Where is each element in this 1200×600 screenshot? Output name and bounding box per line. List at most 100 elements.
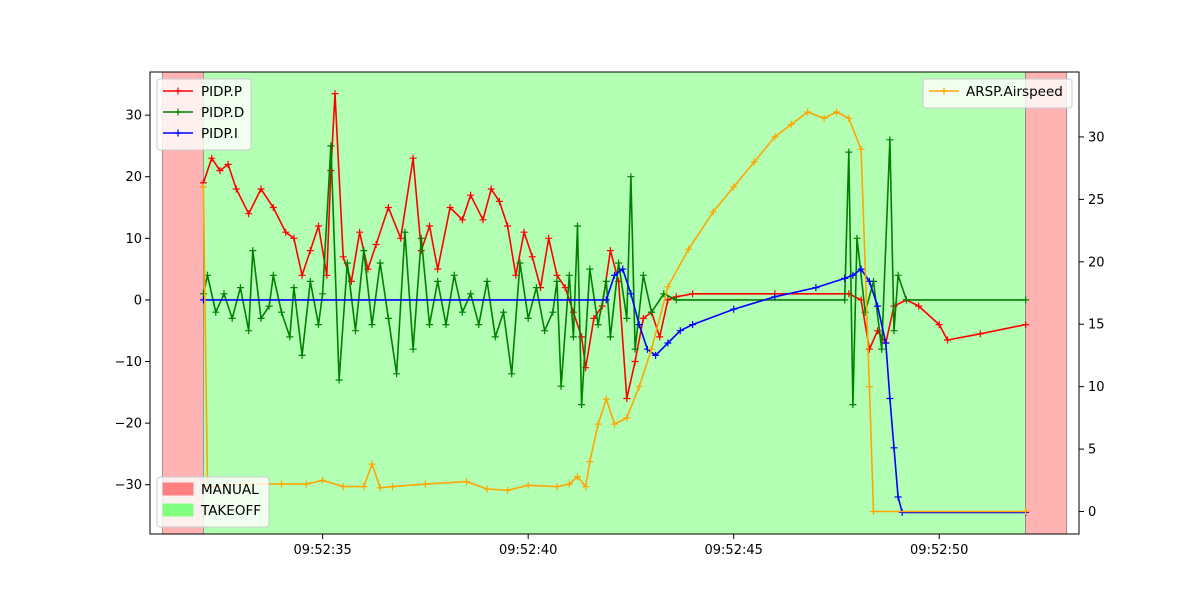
- data-point-arsp-airspeed: [611, 420, 618, 428]
- data-point-arsp-airspeed: [302, 480, 310, 488]
- data-point-pidp-i: [689, 321, 697, 329]
- data-point-pidp-d: [220, 290, 228, 298]
- data-point-pidp-d: [434, 277, 442, 285]
- data-point-pidp-i: [841, 274, 849, 282]
- data-point-pidp-d: [565, 271, 573, 279]
- data-point-arsp-airspeed: [582, 483, 590, 491]
- data-point-pidp-d: [639, 271, 647, 279]
- data-point-pidp-i: [812, 284, 820, 292]
- data-point-pidp-d: [557, 382, 565, 390]
- data-point-pidp-i: [894, 493, 902, 501]
- data-point-pidp-d: [606, 333, 614, 341]
- data-point-arsp-airspeed: [833, 108, 840, 116]
- legend-label: TAKEOFF: [200, 503, 261, 519]
- data-point-pidp-i: [627, 290, 635, 298]
- legend-patch: [162, 482, 194, 496]
- data-point-pidp-i: [865, 277, 873, 285]
- data-point-arsp-airspeed: [278, 480, 285, 488]
- data-point-pidp-d: [623, 314, 631, 322]
- legend-marker: [174, 108, 182, 116]
- y-right-tick-label: 10: [1088, 380, 1105, 395]
- data-point-pidp-p: [545, 234, 553, 242]
- data-point-arsp-airspeed: [771, 133, 779, 141]
- legend-marker: [174, 129, 182, 137]
- data-point-pidp-p: [257, 185, 265, 193]
- y-right-tick-label: 30: [1088, 130, 1105, 145]
- data-point-pidp-p: [639, 314, 647, 322]
- data-point-pidp-d: [594, 321, 602, 329]
- data-point-arsp-airspeed: [730, 183, 738, 191]
- data-point-pidp-d: [368, 321, 376, 329]
- data-point-arsp-airspeed: [368, 460, 376, 468]
- legend-marker: [174, 87, 182, 95]
- legend-label: PIDP.I: [201, 126, 238, 142]
- data-point-pidp-d: [553, 277, 561, 285]
- data-point-pidp-p: [623, 395, 631, 402]
- legend-label: MANUAL: [201, 482, 259, 498]
- data-point-arsp-airspeed: [319, 476, 327, 484]
- data-point-pidp-p: [409, 154, 417, 162]
- data-point-pidp-p: [306, 247, 314, 255]
- data-point-pidp-d: [360, 247, 368, 255]
- data-point-pidp-i: [898, 508, 906, 516]
- data-point-pidp-d: [648, 308, 655, 316]
- data-point-pidp-p: [561, 284, 569, 292]
- data-point-pidp-d: [524, 314, 532, 322]
- data-point-pidp-d: [290, 284, 298, 292]
- data-point-pidp-p: [384, 204, 392, 211]
- data-point-pidp-d: [467, 290, 475, 298]
- data-point-pidp-p: [323, 271, 331, 279]
- data-point-pidp-d: [549, 308, 557, 316]
- data-point-arsp-airspeed: [574, 473, 581, 481]
- data-point-arsp-airspeed: [594, 420, 602, 428]
- data-point-pidp-p: [290, 234, 298, 242]
- y-left-tick-label: −20: [115, 417, 142, 432]
- data-point-pidp-d: [602, 277, 610, 285]
- data-point-pidp-d: [627, 173, 635, 181]
- y-left-tick-label: 0: [134, 293, 142, 308]
- data-point-pidp-i: [890, 444, 898, 452]
- data-point-pidp-i: [882, 339, 890, 347]
- data-point-arsp-airspeed: [857, 145, 865, 153]
- data-point-pidp-d: [384, 314, 392, 322]
- data-point-arsp-airspeed: [623, 414, 631, 422]
- data-point-pidp-d: [228, 314, 236, 322]
- data-point-pidp-d: [853, 234, 861, 242]
- data-point-pidp-d: [286, 333, 294, 341]
- data-point-pidp-p: [512, 271, 520, 279]
- x-tick-label: 09:52:45: [705, 543, 763, 558]
- data-point-pidp-p: [208, 154, 216, 162]
- data-point-pidp-p: [553, 271, 561, 279]
- data-point-pidp-d: [245, 327, 253, 335]
- data-point-pidp-d: [849, 401, 857, 409]
- data-point-pidp-d: [615, 259, 623, 267]
- data-point-pidp-p: [458, 216, 466, 224]
- legend-label: PIDP.D: [201, 105, 244, 121]
- data-point-pidp-i: [874, 302, 882, 310]
- data-point-pidp-d: [409, 345, 417, 353]
- y-axis-right: 0 5 10 15 20 25 30: [1079, 130, 1105, 520]
- data-point-pidp-d: [1022, 296, 1030, 304]
- data-point-pidp-d: [878, 345, 886, 353]
- legend-box-airspeed: [922, 78, 1073, 109]
- legend-label: ARSP.Airspeed: [966, 84, 1063, 100]
- data-point-pidp-d: [458, 308, 466, 316]
- data-point-arsp-airspeed: [339, 483, 347, 491]
- data-point-pidp-i: [886, 395, 894, 402]
- data-point-arsp-airspeed: [602, 395, 610, 403]
- data-point-pidp-d: [278, 308, 285, 316]
- data-point-pidp-i: [619, 265, 627, 273]
- y-right-tick-label: 5: [1088, 443, 1096, 458]
- data-point-pidp-d: [393, 370, 401, 378]
- legends: PIDP.P PIDP.D PIDP.I ARSP.Airspeed MANUAL TAK…: [156, 78, 1073, 528]
- series-line-pidp-d: [202, 139, 1026, 405]
- data-point-pidp-d: [335, 376, 343, 384]
- plot-frame: [149, 71, 1080, 535]
- data-point-pidp-p: [467, 191, 475, 199]
- y-left-tick-label: 10: [125, 232, 142, 247]
- data-point-pidp-d: [586, 265, 594, 273]
- data-point-pidp-i: [611, 271, 618, 279]
- data-point-pidp-p: [216, 167, 224, 175]
- data-point-pidp-d: [426, 321, 433, 329]
